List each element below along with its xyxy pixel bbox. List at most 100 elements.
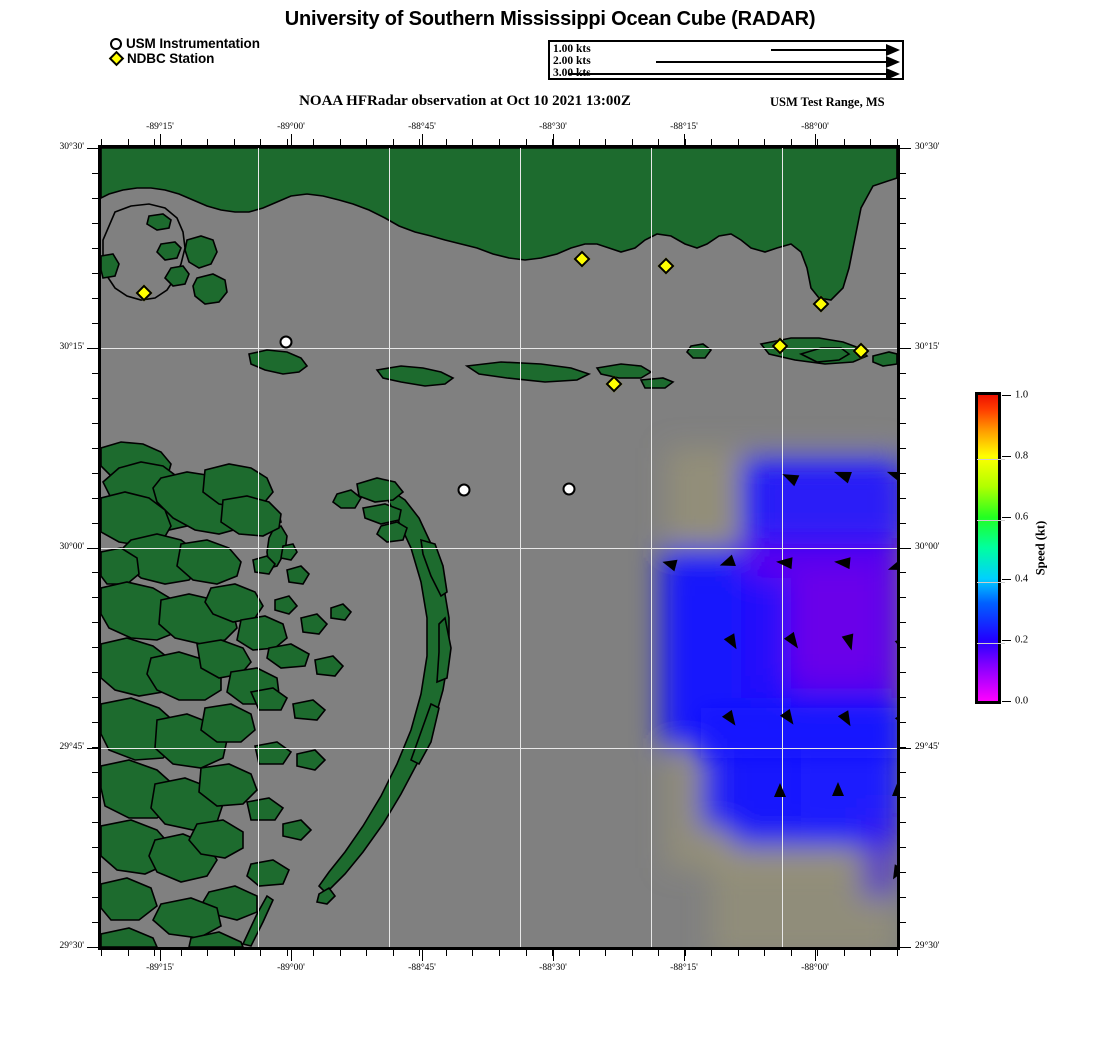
axis-tick-top: [499, 139, 500, 145]
axis-major-tick-top: [291, 134, 292, 145]
axis-tick-top: [817, 139, 819, 145]
axis-tick-left: [92, 672, 98, 674]
axis-label-right: 29°30': [915, 941, 940, 951]
axis-major-tick-bottom: [553, 950, 554, 961]
axis-tick-bottom: [366, 950, 368, 956]
axis-tick-left: [92, 647, 98, 649]
axis-tick-left: [92, 797, 98, 799]
ndbc-station-marker[interactable]: [605, 375, 623, 393]
legend-label-ndbc: NDBC Station: [127, 50, 215, 66]
axis-label-top: -88°00': [801, 122, 829, 132]
axis-tick-bottom: [684, 950, 686, 956]
axis-tick-right: [900, 272, 906, 274]
axis-tick-left: [92, 922, 98, 924]
axis-tick-left: [92, 322, 98, 324]
axis-tick-bottom: [737, 950, 739, 956]
page-title: University of Southern Mississippi Ocean…: [284, 8, 816, 30]
axis-tick-bottom: [472, 950, 474, 956]
ndbc-station-marker[interactable]: [573, 250, 591, 268]
axis-tick-top: [445, 139, 447, 145]
axis-major-tick-left: [87, 348, 98, 349]
axis-tick-bottom: [711, 950, 713, 956]
axis-major-tick-left: [87, 548, 98, 549]
axis-major-tick-bottom: [160, 950, 161, 961]
axis-major-tick-left: [87, 748, 98, 749]
colorbar-gridline: [977, 520, 1005, 522]
axis-tick-right: [900, 722, 906, 724]
ndbc-station-marker[interactable]: [135, 284, 153, 302]
colorbar[interactable]: Speed (kt) 1.0 0.8 0.6 0.4 0.2 0.0: [975, 390, 1048, 707]
axis-tick-left: [92, 622, 98, 624]
axis-tick-right: [900, 422, 906, 424]
usm-instrumentation-marker[interactable]: [457, 483, 471, 497]
axis-tick-top: [313, 139, 315, 145]
colorbar-tick: [1002, 517, 1011, 519]
axis-major-tick-top: [815, 134, 816, 145]
axis-tick-bottom: [764, 950, 766, 956]
diamond-icon: [108, 50, 125, 67]
axis-tick-bottom: [658, 950, 660, 956]
graticule-horizontal: [101, 548, 897, 549]
vector-scale-key: 1.00 kts 2.00 kts 3.00 kts: [548, 40, 904, 80]
axis-tick-left: [92, 297, 98, 299]
axis-tick-left: [92, 472, 98, 474]
colorbar-title: Speed (kt): [1033, 520, 1048, 576]
axis-tick-right: [900, 747, 906, 749]
axis-tick-right: [900, 622, 906, 624]
axis-major-tick-top: [553, 134, 554, 145]
colorbar-gridline: [977, 581, 1005, 583]
axis-tick-left: [92, 847, 98, 849]
axis-tick-bottom: [843, 950, 845, 956]
axis-tick-left: [92, 447, 98, 449]
ndbc-station-marker[interactable]: [657, 257, 675, 275]
axis-tick-right: [900, 847, 906, 849]
usm-instrumentation-marker[interactable]: [562, 482, 576, 496]
axis-tick-top: [552, 139, 554, 145]
colorbar-gradient[interactable]: [975, 392, 1005, 704]
vector-scale-line-1: [771, 49, 886, 51]
axis-label-bottom: -88°00': [801, 963, 829, 973]
vector-scale-arrowhead-1: [886, 44, 900, 56]
map-canvas[interactable]: [101, 148, 897, 947]
axis-tick-top: [207, 139, 209, 145]
axis-label-bottom: -88°30': [539, 963, 567, 973]
axis-major-tick-bottom: [422, 950, 423, 961]
graticule-horizontal: [101, 748, 897, 749]
axis-tick-top: [605, 139, 607, 145]
axis-tick-top: [419, 139, 421, 145]
axis-tick-bottom: [605, 950, 607, 956]
axis-tick-right: [900, 447, 906, 449]
map-plot-area[interactable]: [98, 145, 900, 950]
axis-tick-left: [92, 772, 98, 774]
vector-scale-row-2: 2.00 kts: [550, 55, 902, 68]
axis-tick-bottom: [578, 950, 580, 956]
axis-tick-bottom: [392, 950, 394, 956]
axis-tick-top: [101, 139, 102, 145]
axis-tick-top: [684, 139, 686, 145]
axis-bottom: -89°15' -89°00' -88°45' -88°30' -88°15' -88°0…: [98, 950, 900, 976]
station-marker-layer[interactable]: [101, 148, 897, 947]
axis-tick-right: [900, 497, 906, 499]
ndbc-station-marker[interactable]: [812, 295, 830, 313]
graticule-vertical: [782, 148, 783, 947]
colorbar-tick-label: 1.0: [1015, 389, 1029, 401]
axis-tick-bottom: [127, 950, 129, 956]
axis-label-right: 29°45': [915, 742, 940, 752]
ndbc-station-marker[interactable]: [852, 342, 870, 360]
vector-scale-row-3: 3.00 kts: [550, 67, 902, 80]
axis-major-tick-bottom: [684, 950, 685, 961]
axis-tick-top: [260, 139, 262, 145]
axis-tick-top: [843, 139, 845, 145]
ndbc-station-marker[interactable]: [771, 337, 789, 355]
axis-tick-left: [92, 247, 98, 249]
vector-scale-arrowhead-2: [886, 56, 900, 68]
vector-scale-label-1: 1.00 kts: [553, 43, 591, 55]
usm-instrumentation-marker[interactable]: [279, 335, 293, 349]
axis-tick-bottom: [154, 950, 156, 956]
axis-tick-right: [900, 672, 906, 674]
observation-title: NOAA HFRadar observation at Oct 10 2021 …: [299, 93, 631, 109]
axis-label-top: -89°15': [146, 122, 174, 132]
axis-tick-top: [180, 139, 182, 145]
axis-tick-left: [92, 397, 98, 399]
axis-tick-right: [900, 247, 906, 249]
